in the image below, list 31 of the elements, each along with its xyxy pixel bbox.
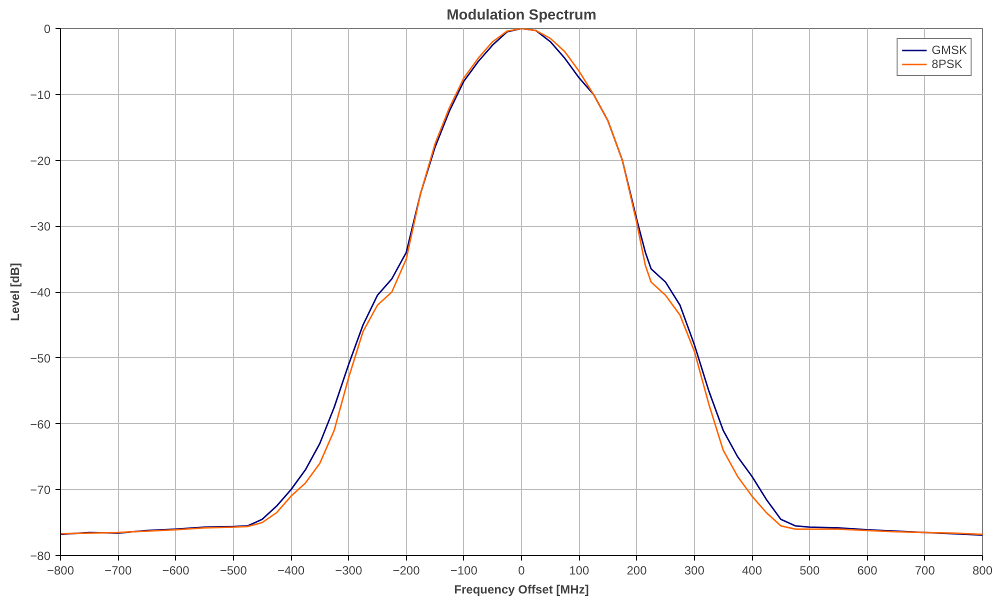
x-tick-label: 400	[742, 564, 762, 578]
y-tick-label: 0	[44, 22, 51, 36]
x-tick-label: 800	[972, 564, 993, 578]
x-tick-label: −300	[335, 564, 362, 578]
x-tick-label: 500	[800, 564, 820, 578]
x-tick-label: 100	[569, 564, 590, 578]
y-tick-label: −30	[30, 220, 51, 234]
x-tick-label: −800	[46, 564, 74, 578]
y-tick-label: −50	[30, 351, 51, 366]
y-tick-label: −40	[30, 286, 51, 300]
x-axis-title: Frequency Offset [MHz]	[454, 582, 589, 596]
chart-title: Modulation Spectrum	[446, 8, 596, 24]
x-tick-label: −400	[277, 564, 305, 578]
x-tick-label: −500	[220, 564, 248, 578]
y-axis-title: Level [dB]	[8, 262, 22, 322]
y-tick-label: −70	[30, 483, 51, 498]
legend-label: GMSK	[932, 43, 967, 57]
x-tick-label: 200	[626, 564, 648, 578]
x-tick-label: −600	[162, 564, 190, 578]
x-tick-label: 0	[518, 564, 526, 578]
y-tick-label: −20	[30, 154, 51, 168]
legend-label: 8PSK	[932, 57, 962, 71]
y-tick-label: −10	[30, 88, 51, 102]
x-tick-label: 300	[684, 564, 705, 578]
x-tick-label: −100	[450, 564, 478, 578]
x-tick-label: −200	[392, 564, 420, 578]
x-tick-label: 600	[857, 564, 878, 578]
y-tick-label: −80	[30, 549, 51, 563]
y-tick-label: −60	[30, 417, 51, 432]
x-tick-label: −700	[104, 564, 132, 578]
x-tick-label: 700	[914, 564, 936, 578]
